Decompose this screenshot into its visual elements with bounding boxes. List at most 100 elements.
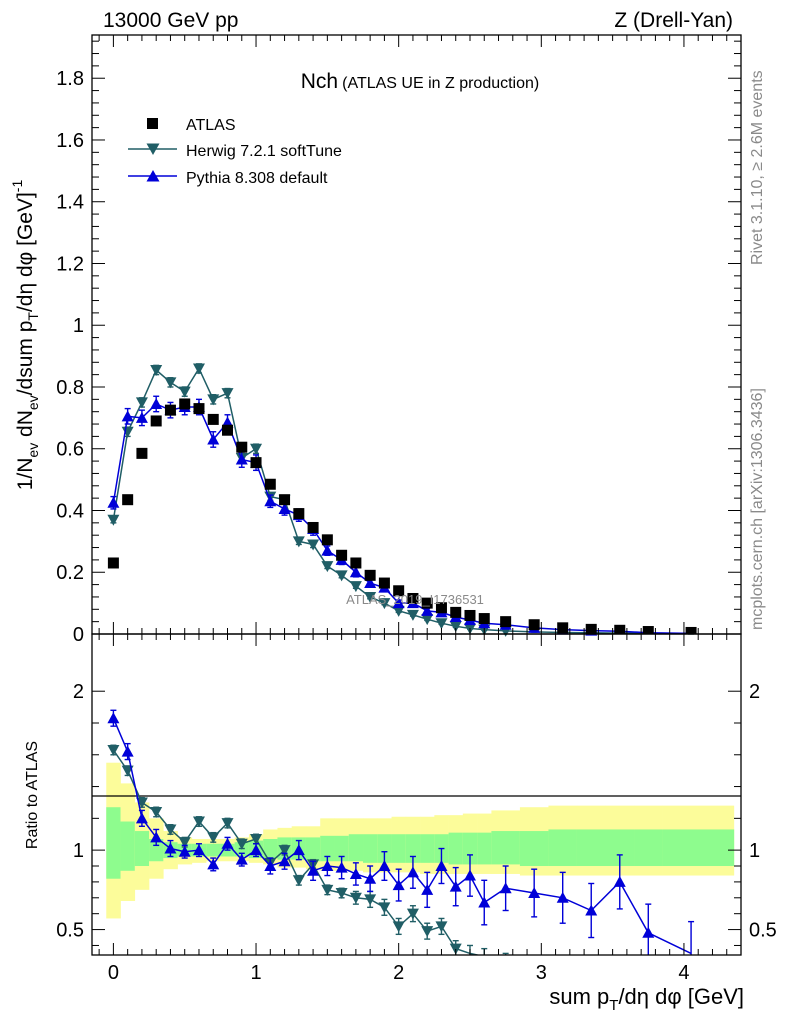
ratio-panel: 0 1 2 3 4 0.5 0.5 1 1 2 2 — [56, 633, 777, 984]
pythia-ratio-point — [250, 844, 263, 856]
herwig-ratio-point — [421, 926, 434, 938]
herwig-point — [150, 365, 163, 377]
herwig-point — [164, 377, 177, 389]
atlas-series — [107, 398, 697, 634]
atlas-point — [500, 616, 512, 628]
herwig-ratio-point — [321, 884, 334, 896]
ratio-band-green — [120, 821, 136, 871]
legend: ATLAS Herwig 7.2.1 softTune Pythia 8.308… — [128, 117, 342, 187]
pythia-ratio-point — [178, 845, 191, 857]
herwig-point — [335, 570, 348, 582]
pythia-ratio-point — [192, 844, 205, 856]
pythia-ratio-point — [378, 860, 391, 872]
herwig-ratio-point — [349, 892, 362, 904]
pythia-ratio-point — [292, 844, 305, 856]
main-axes: 0 0.2 0.4 0.6 0.8 1 1.2 1.4 1.6 1.8 — [56, 34, 742, 646]
x-tick-label: 0 — [108, 962, 119, 984]
ratio-band-green — [462, 832, 478, 865]
ratio-y-tick-label: 2 — [73, 681, 84, 703]
rivet-label: Rivet 3.1.10, ≥ 2.6M events — [749, 70, 766, 265]
legend-herwig-label: Herwig 7.2.1 softTune — [186, 143, 342, 160]
ratio-band-green — [106, 807, 121, 879]
plot-title-main: Nch — [301, 70, 338, 93]
legend-atlas-marker — [147, 118, 158, 129]
ratio-band-green — [206, 843, 221, 857]
pythia-ratio-point — [264, 860, 277, 872]
herwig-ratio-point — [364, 894, 377, 906]
herwig-point — [435, 618, 448, 630]
herwig-ratio-point — [250, 833, 263, 845]
pythia-ratio-point — [135, 812, 148, 824]
atlas-point — [642, 626, 654, 634]
herwig-ratio-point — [207, 832, 220, 844]
atlas-point — [250, 457, 262, 469]
x-tick-label: 3 — [536, 962, 547, 984]
pythia-ratio-point — [585, 904, 598, 916]
pythia-point — [278, 502, 291, 514]
pythia-ratio-point — [642, 926, 655, 938]
ratio-band-green — [134, 831, 150, 867]
pythia-ratio-point — [449, 880, 462, 892]
x-tick-label: 1 — [250, 962, 261, 984]
pythia-ratio-point — [463, 869, 476, 881]
atlas-point — [364, 569, 376, 581]
herwig-line — [112, 366, 692, 635]
pythia-ratio-line — [112, 717, 692, 955]
ratio-band-green — [348, 834, 364, 862]
herwig-ratio-point — [164, 824, 177, 836]
ratio-band-green — [363, 834, 378, 863]
herwig-ratio-point — [235, 838, 248, 850]
y-tick-label: 0 — [73, 624, 84, 646]
y-tick-label: 1.2 — [56, 253, 84, 275]
ratio-band-green — [448, 832, 464, 865]
legend-pythia-label: Pythia 8.308 default — [186, 170, 328, 187]
x-tick-label: 4 — [678, 962, 689, 984]
pythia-ratio-point — [307, 864, 320, 876]
atlas-point — [307, 521, 319, 533]
ratio-band-green — [420, 834, 435, 863]
herwig-ratio-point — [178, 837, 191, 849]
pythia-ratio-point — [528, 887, 541, 899]
herwig-point — [292, 536, 305, 548]
ratio-y-tick-label: 1 — [73, 840, 84, 862]
herwig-ratio-point — [192, 816, 205, 828]
pythia-point — [135, 411, 148, 423]
pythia-ratio-point — [392, 879, 405, 891]
y-tick-label: 0.4 — [56, 500, 84, 522]
plot-subtitle: (ATLAS UE in Z production) — [342, 75, 539, 92]
pythia-ratio-point — [613, 875, 626, 887]
atlas-point — [207, 413, 219, 425]
herwig-point — [192, 363, 205, 375]
pythia-ratio-point — [278, 855, 291, 867]
pythia-point — [349, 566, 362, 578]
main-panel: 0 0.2 0.4 0.6 0.8 1 1.2 1.4 1.6 1.8 ATLAS_2019_I1… — [56, 34, 742, 646]
atlas-point — [193, 403, 205, 415]
herwig-point — [307, 539, 320, 551]
pythia-line — [112, 403, 692, 635]
ratio-band-green — [548, 829, 578, 867]
legend-atlas-label: ATLAS — [186, 117, 236, 134]
atlas-point — [378, 577, 390, 589]
herwig-ratio-point — [435, 921, 448, 933]
herwig-point — [449, 621, 462, 633]
ratio-band-green — [634, 829, 663, 867]
herwig-ratio-point — [406, 908, 419, 920]
y-tick-label: 1.8 — [56, 68, 84, 90]
ratio-band-green — [491, 831, 521, 865]
ratio-y-tick-label-right: 1 — [749, 840, 760, 862]
pythia-ratio-point — [421, 883, 434, 895]
herwig-point — [221, 388, 234, 400]
herwig-ratio-point — [378, 902, 391, 914]
ratio-band-green — [334, 835, 350, 862]
atlas-point — [179, 398, 191, 410]
pythia-ratio-point — [221, 837, 234, 849]
atlas-point — [107, 557, 119, 569]
atlas-point — [164, 404, 176, 416]
herwig-point — [349, 581, 362, 593]
atlas-point — [222, 424, 234, 436]
legend-herwig-marker — [146, 143, 160, 155]
ratio-y-axis-label: Ratio to ATLAS — [24, 741, 41, 849]
atlas-point — [478, 613, 490, 625]
ratio-band-green — [662, 829, 735, 867]
atlas-point — [150, 415, 162, 427]
